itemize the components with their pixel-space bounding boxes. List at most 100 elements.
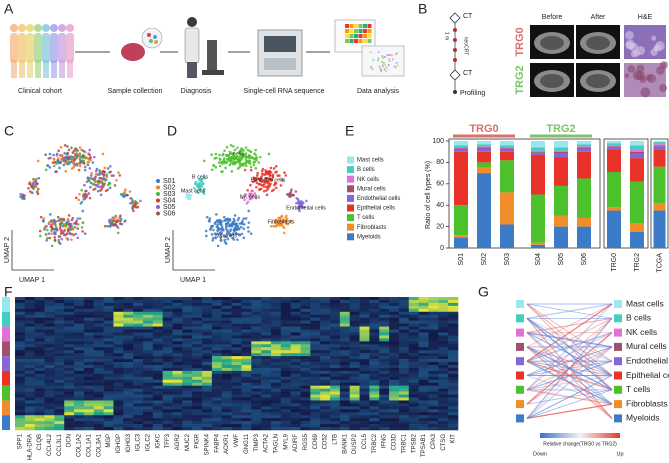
heatmap-cell (103, 382, 114, 386)
umap-point (240, 232, 244, 236)
heatmap-cell (54, 418, 65, 422)
heatmap-cell (221, 370, 232, 375)
person-icon (35, 60, 41, 78)
heatmap-cell (15, 305, 26, 310)
heatmap-cell (152, 364, 163, 369)
heatmap-cell (448, 379, 459, 384)
heatmap-cell (54, 344, 65, 348)
axis-label: UMAP 1 (19, 277, 45, 284)
heatmap-cell (54, 299, 65, 304)
heatmap-cell (349, 297, 360, 301)
heatmap-cell (15, 382, 26, 386)
heatmap-cell (398, 370, 410, 375)
person-icon (34, 33, 42, 63)
heatmap-cell (379, 359, 390, 363)
heatmap-cell (320, 311, 331, 316)
heatmap-cell (54, 364, 65, 369)
umap-point (59, 232, 63, 235)
umap-point (108, 218, 111, 222)
heatmap-cell (261, 382, 272, 386)
bar-segment (653, 210, 666, 248)
heatmap-cell (211, 317, 223, 321)
umap-point (223, 235, 227, 238)
heatmap-cell (330, 353, 341, 357)
heatmap-cell (64, 359, 75, 363)
umap-point (220, 227, 223, 231)
screen-icon (361, 45, 405, 77)
umap-point (265, 193, 269, 197)
heatmap-cell (54, 347, 65, 351)
umap-point (110, 174, 114, 177)
umap-point (249, 232, 253, 235)
heatmap-cell (152, 370, 163, 375)
heatmap-cell (83, 353, 95, 357)
heatmap-cell (300, 314, 311, 318)
heatmap-cell (241, 350, 252, 354)
bar-segment (500, 148, 514, 150)
doctor-icon (184, 27, 200, 64)
heatmap-cell (261, 418, 272, 422)
heatmap-cell (339, 311, 351, 316)
heatmap-cell (448, 394, 459, 398)
bar-segment (454, 145, 468, 148)
umap-point (244, 217, 248, 220)
heatmap-cell (152, 326, 163, 330)
heatmap-cell (172, 344, 183, 348)
workflow-step: Data analysis (357, 88, 400, 95)
bar-segment (500, 149, 514, 152)
bar-segment (477, 146, 491, 148)
legend-label: Myeloids (357, 234, 381, 240)
umap-point (89, 185, 92, 189)
heatmap-cell (103, 427, 114, 431)
heatmap-cell (428, 297, 439, 301)
heatmap-cell (192, 344, 203, 348)
heatmap-cell (359, 311, 370, 316)
heatmap-cell (162, 353, 173, 357)
umap-point (60, 157, 63, 161)
umap-point (198, 187, 201, 191)
umap-point (67, 160, 70, 164)
screen-icon (345, 24, 349, 28)
heatmap-cell (231, 338, 242, 342)
screen-icon (358, 39, 363, 43)
heatmap-cell (103, 364, 114, 369)
heatmap-cell (330, 356, 341, 360)
cell-icon (149, 39, 153, 43)
heatmap-cell (241, 305, 252, 310)
heatmap-cell (389, 409, 400, 413)
heatmap-cell (300, 320, 311, 324)
umap-point (57, 235, 61, 238)
heatmap-cell (182, 388, 193, 392)
heatmap-cell (428, 397, 439, 401)
heatmap-cell (192, 297, 203, 301)
heatmap-cell (448, 409, 459, 413)
umap-point (266, 187, 270, 191)
heatmap-cell (389, 335, 400, 339)
gene-label: CD69 (313, 433, 319, 449)
heatmap-cell (74, 379, 85, 384)
heatmap-cell (408, 353, 419, 357)
cluster-label: Fibroblasts (268, 219, 295, 225)
heatmap-cell (280, 350, 291, 354)
heatmap-cell (438, 338, 449, 342)
heatmap-cell (202, 359, 213, 363)
heatmap-cell (64, 297, 75, 301)
umap-point (202, 182, 205, 186)
heatmap-cell (142, 397, 154, 401)
heatmap-cell (448, 338, 459, 342)
umap-point (95, 183, 99, 187)
heatmap-cell (330, 403, 341, 407)
umap-point (275, 225, 278, 228)
umap-point (251, 180, 255, 184)
heatmap-cell (290, 305, 301, 310)
heatmap-cell (93, 344, 104, 348)
heatmap-cell (251, 427, 262, 431)
heatmap-cell (15, 350, 26, 354)
heatmap-cell (241, 409, 252, 413)
heatmap-cell (172, 338, 183, 342)
heatmap-cell (448, 311, 459, 316)
heatmap-cell (83, 367, 95, 372)
x-tick-label: S04 (535, 253, 542, 266)
heatmap-cell (241, 329, 252, 333)
umap-point (81, 209, 85, 213)
